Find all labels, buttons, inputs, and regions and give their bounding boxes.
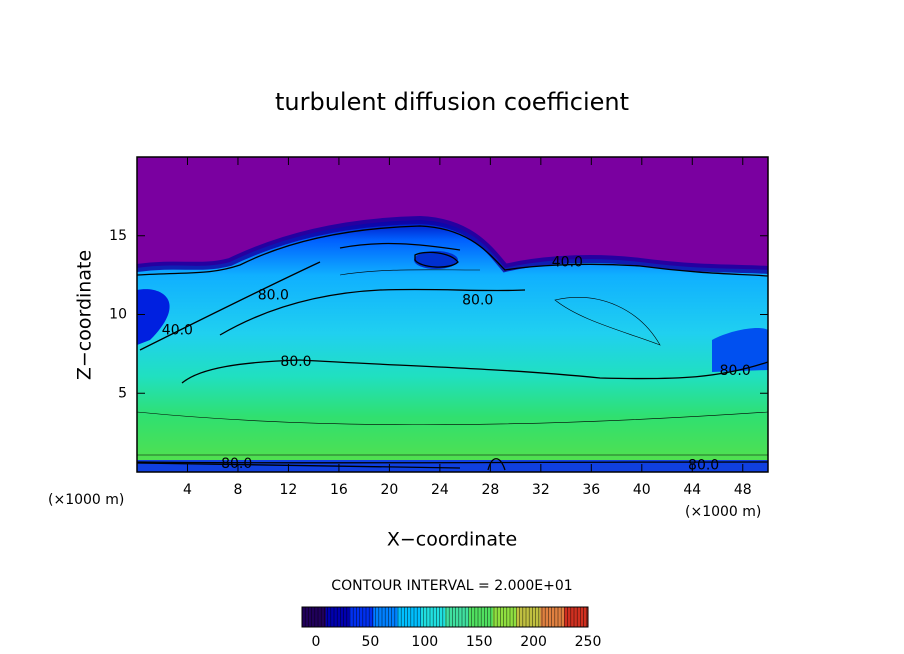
- contour-lines: [136, 225, 769, 471]
- x-axis-label: X−coordinate: [387, 529, 517, 551]
- field-patch: [712, 328, 768, 372]
- x-unit: (×1000 m): [685, 504, 761, 520]
- contour-label: 80.0: [720, 363, 751, 379]
- field-edge: [136, 215, 769, 274]
- contour-lines-thin: [136, 269, 769, 456]
- x-tick-label: 48: [734, 482, 752, 498]
- colorbar-swatch: [540, 607, 565, 627]
- field-body: [137, 220, 768, 472]
- y-tick-label: 15: [109, 228, 127, 244]
- y-tick-label: 5: [118, 385, 127, 401]
- x-tick-label: 40: [633, 482, 651, 498]
- field-patch: [137, 289, 170, 345]
- colorbar-tick-label: 100: [411, 634, 438, 650]
- x-tick-label: 44: [683, 482, 701, 498]
- colorbar-swatch: [373, 607, 398, 627]
- x-tick-label: 8: [233, 482, 242, 498]
- contour-label: 80.0: [280, 354, 311, 370]
- x-tick-label: 4: [183, 482, 192, 498]
- y-unit: (×1000 m): [48, 492, 124, 508]
- colorbar-tick-label: 250: [575, 634, 602, 650]
- contour-label: 80.0: [462, 292, 493, 308]
- colorbar-swatch: [325, 607, 351, 627]
- y-axis-label: Z−coordinate: [74, 250, 96, 380]
- contour-interval: CONTOUR INTERVAL = 2.000E+01: [331, 578, 572, 594]
- x-tick-label: 20: [380, 482, 398, 498]
- colorbar-frame: [301, 606, 589, 628]
- colorbar-swatch: [349, 607, 374, 627]
- colorbar-swatch: [516, 607, 541, 627]
- chart-title: turbulent diffusion coefficient: [275, 88, 629, 116]
- contour-label: 80.0: [258, 288, 289, 304]
- contour-label: 80.0: [688, 458, 719, 474]
- contour-label: 40.0: [552, 255, 583, 271]
- colorbar-swatch: [397, 607, 422, 627]
- contour-label: 40.0: [162, 322, 193, 338]
- colorbar-swatch: [302, 607, 327, 627]
- x-tick-label: 36: [582, 482, 600, 498]
- colorbar-tick-label: 50: [361, 634, 379, 650]
- x-tick-label: 24: [431, 482, 449, 498]
- colorbar-tick-label: 150: [466, 634, 493, 650]
- x-tick-label: 16: [330, 482, 348, 498]
- colorbar-tick-label: 0: [312, 634, 321, 650]
- x-tick-label: 28: [481, 482, 499, 498]
- x-tick-label: 12: [280, 482, 298, 498]
- x-tick-label: 32: [532, 482, 550, 498]
- field: [136, 157, 769, 472]
- colorbar-swatch: [492, 607, 517, 627]
- y-tick-label: 10: [109, 307, 127, 323]
- contour-label: 80.0: [221, 456, 252, 472]
- colorbar-swatch: [445, 607, 470, 627]
- colorbar-swatch: [564, 607, 589, 627]
- colorbar-tick-label: 200: [520, 634, 547, 650]
